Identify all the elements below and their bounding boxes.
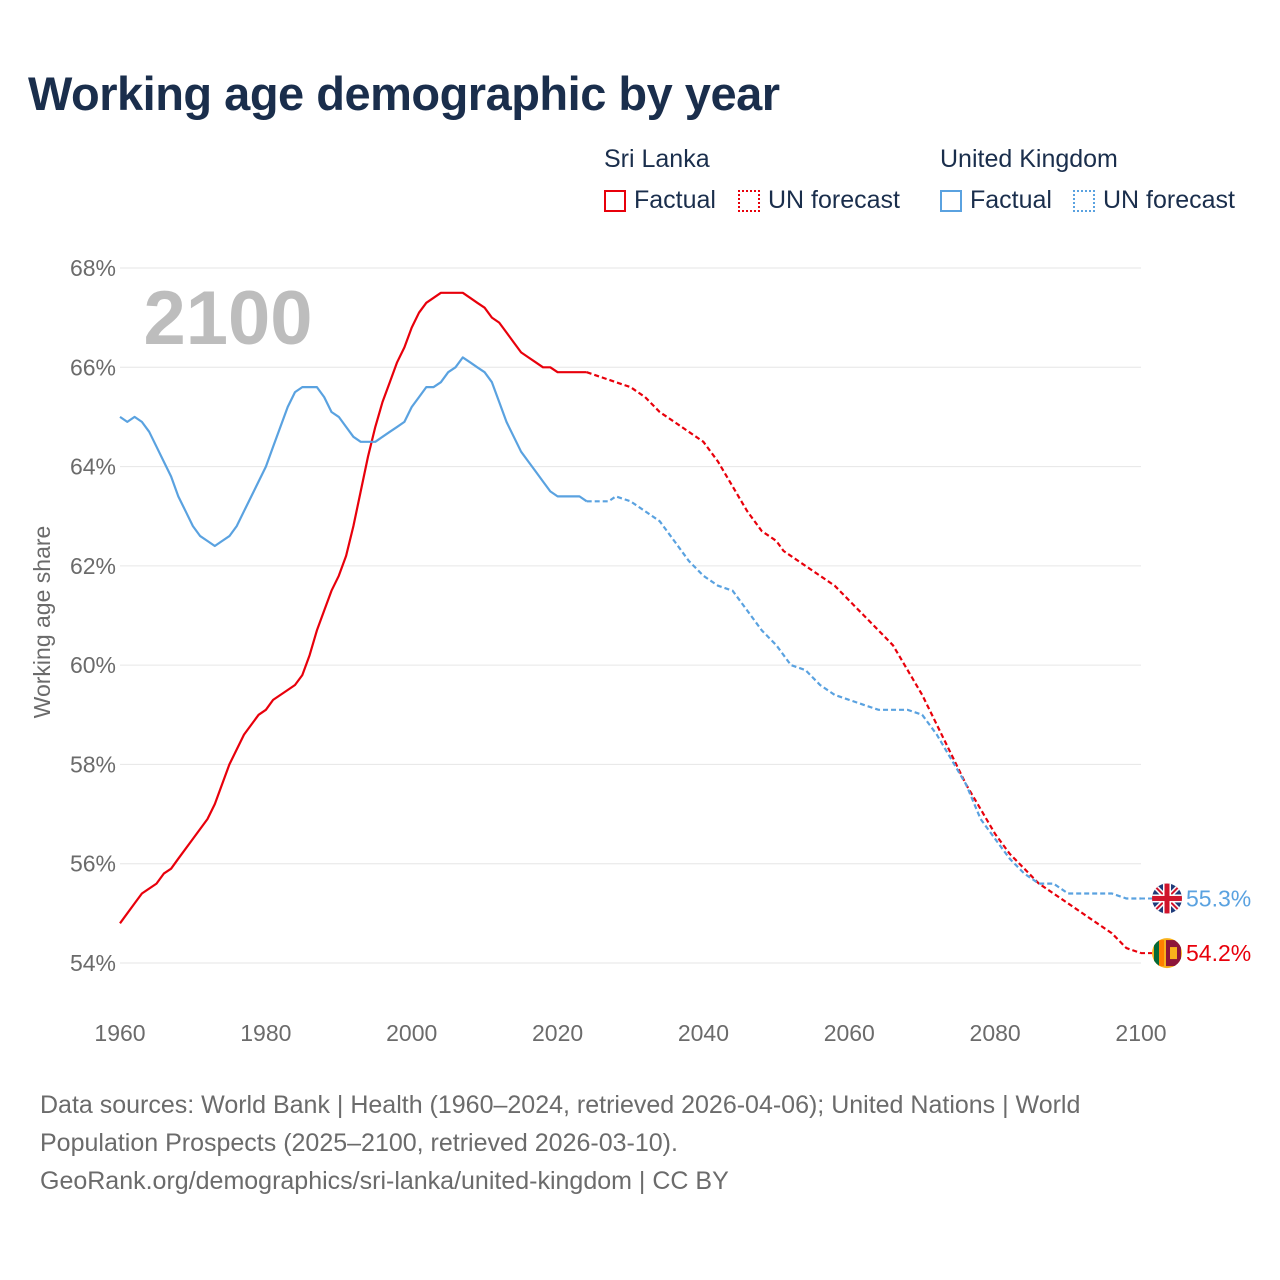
legend-swatch-solid-blue [940, 189, 962, 212]
page-title: Working age demographic by year [28, 67, 780, 120]
y-tick-label: 62% [70, 553, 116, 579]
x-tick-label: 2100 [1115, 1020, 1166, 1046]
footer: Data sources: World Bank | Health (1960–… [40, 1086, 1240, 1200]
end-value-label: 55.3% [1186, 885, 1251, 911]
legend-swatch-solid-red [604, 189, 626, 212]
legend-uk-factual[interactable]: Factual [940, 186, 1052, 215]
x-tick-label: 2040 [678, 1020, 729, 1046]
end-value-label: 54.2% [1186, 940, 1251, 966]
y-tick-label: 64% [70, 454, 116, 480]
uk-flag-icon [1152, 883, 1182, 914]
y-tick-label: 58% [70, 751, 116, 777]
series-line-factual [119, 291, 587, 924]
y-tick-label: 68% [70, 255, 116, 281]
x-axis-ticks: 1960 1980 2000 2020 2040 2060 2080 2100 [94, 1020, 1166, 1046]
x-tick-label: 2020 [532, 1020, 583, 1046]
x-tick-label: 2060 [824, 1020, 875, 1046]
end-markers: 54.2% 55.3% [1141, 883, 1251, 969]
legend-label: UN forecast [768, 186, 900, 214]
sri-lanka-flag-icon [1152, 938, 1182, 969]
year-overlay: 2100 [143, 276, 312, 361]
footer-sources-line2: Population Prospects (2025–2100, retriev… [40, 1129, 678, 1157]
y-axis-label: Working age share [29, 526, 55, 719]
footer-attribution: GeoRank.org/demographics/sri-lanka/unite… [40, 1167, 729, 1195]
legend-group-sri-lanka: Sri Lanka [604, 145, 710, 173]
legend-group-united-kingdom: United Kingdom [940, 145, 1118, 173]
x-tick-label: 2000 [386, 1020, 437, 1046]
series-line-forecast [586, 495, 1141, 900]
legend-label: Factual [970, 186, 1052, 214]
series-lines [119, 291, 1142, 955]
legend-label: Factual [634, 186, 716, 214]
series-line-forecast [586, 371, 1142, 955]
x-tick-label: 1960 [94, 1020, 145, 1046]
legend-sri-lanka-forecast[interactable]: UN forecast [738, 186, 900, 215]
y-tick-label: 54% [70, 950, 116, 976]
legend-swatch-dotted-blue [1073, 189, 1095, 212]
series-line-factual [119, 356, 588, 548]
legend-sri-lanka-factual[interactable]: Factual [604, 186, 716, 215]
legend-label: UN forecast [1103, 186, 1235, 214]
legend-swatch-dotted-red [738, 189, 760, 212]
y-axis-ticks: 54% 56% 58% 60% 62% 64% 66% 68% [70, 255, 116, 976]
x-tick-label: 1980 [240, 1020, 291, 1046]
gridlines [120, 267, 1141, 964]
legend-uk-forecast[interactable]: UN forecast [1073, 186, 1235, 215]
footer-sources-line1: Data sources: World Bank | Health (1960–… [40, 1091, 1081, 1119]
x-tick-label: 2080 [970, 1020, 1021, 1046]
y-tick-label: 60% [70, 652, 116, 678]
y-tick-label: 56% [70, 851, 116, 877]
y-tick-label: 66% [70, 354, 116, 380]
